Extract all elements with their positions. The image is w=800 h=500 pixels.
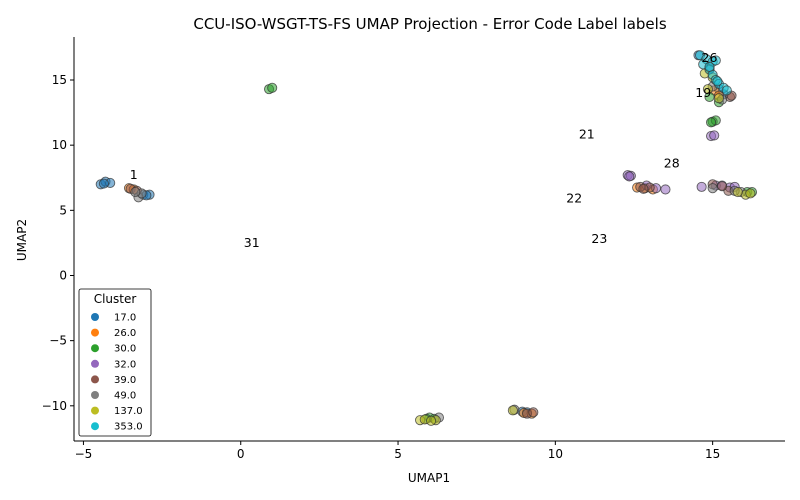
scatter-point [710,55,721,66]
legend-entry-label: 32.0 [114,359,136,370]
cluster-annotation: 23 [591,231,607,246]
scatter-point [267,82,278,93]
y-tick-label: 10 [52,138,67,152]
cluster-annotation: 31 [244,235,260,250]
annotations-layer: 26 19 21 28 1 22 23 31 [130,50,718,250]
scatter-point [707,183,718,194]
chart-title: CCU-ISO-WSGT-TS-FS UMAP Projection - Err… [193,15,666,33]
ticks-layer: −5 0 5 10 15 −10 −5 0 5 10 15 [42,73,721,461]
cluster-annotation: 21 [579,127,595,142]
x-axis-label: UMAP1 [408,471,450,485]
cluster-annotation: 22 [566,191,582,206]
legend-marker [91,344,99,353]
scatter-point [696,181,707,192]
points-layer [95,50,758,426]
scatter-point [704,61,715,73]
scatter-point [660,184,671,195]
axes-layer [73,37,785,442]
legend-title: Cluster [94,292,137,306]
y-tick-label: −5 [49,334,67,348]
scatter-point [745,188,756,199]
scatter-point [706,117,717,128]
legend-items: 17.0 26.0 30.0 32.0 39.0 49.0 137.0 353.0 [91,313,143,433]
legend-entry-label: 17.0 [114,313,136,324]
scatter-point [713,93,724,104]
cluster-annotation: 26 [702,50,718,65]
cluster-annotation: 19 [695,85,711,100]
scatter-point [528,407,539,418]
scatter-point [130,187,141,198]
y-tick-label: 5 [59,203,67,217]
scatter-point [712,76,723,87]
x-tick-label: 0 [237,447,245,461]
y-tick-label: 15 [52,73,67,87]
cluster-annotation: 28 [664,155,680,170]
legend-marker [91,422,99,431]
scatter-point [717,181,728,192]
scatter-point [709,130,720,141]
legend-marker [91,391,99,399]
y-tick-label: 0 [59,268,67,282]
scatter-point [702,84,713,95]
legend-entry-label: 30.0 [114,344,136,355]
legend-marker [91,328,99,337]
legend-marker [91,375,99,384]
scatter-point [507,405,518,416]
legend-entry-label: 353.0 [114,422,143,433]
legend-marker [91,359,99,368]
legend-entry-label: 39.0 [114,375,136,386]
scatter-point [426,415,437,426]
legend-entry-label: 49.0 [114,391,136,402]
x-tick-label: −5 [75,447,93,461]
scatter-point [98,178,109,189]
legend-marker [91,406,99,415]
x-tick-label: 5 [394,447,402,461]
y-axis-label: UMAP2 [15,219,29,261]
legend-entry-label: 137.0 [114,406,143,417]
legend-entry-label: 26.0 [114,328,136,339]
scatter-point [624,171,635,182]
cluster-annotation: 1 [130,167,138,182]
legend-frame [78,288,152,437]
legend: Cluster 17.0 26.0 30.0 32.0 39.0 49.0 137.0 353… [78,288,152,437]
y-tick-label: −10 [42,399,67,413]
scatter-point [638,183,649,194]
scatter-point [732,187,743,198]
legend-marker [91,313,99,321]
x-tick-label: 10 [548,447,563,461]
scatter-point [721,85,732,96]
x-tick-label: 15 [705,447,720,461]
